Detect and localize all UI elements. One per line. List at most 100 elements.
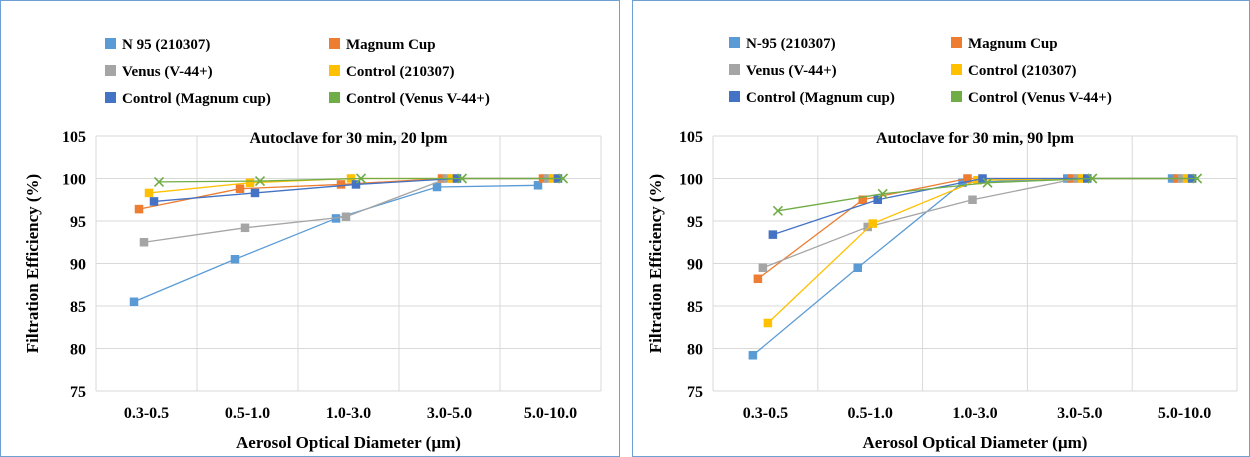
series-line — [133, 184, 539, 303]
data-point — [873, 195, 882, 204]
data-point — [254, 175, 266, 187]
data-point — [432, 182, 442, 192]
legend-label: N-95 (210307) — [746, 36, 836, 52]
chart-title: Autoclave for 30 min, 90 lpm — [876, 130, 1075, 147]
legend-item: Venus (V-44+) — [729, 63, 837, 79]
legend-label: Control (Magnum cup) — [122, 91, 271, 107]
chart-panel-right: 75 80 85 90 95 100 105 0.3-0.5 0.5-1.0 1.0-3.0 3.0… — [632, 0, 1250, 457]
data-point — [533, 181, 543, 190]
x-tick-label: 0.3-0.5 — [743, 405, 788, 422]
chart-title: Autoclave for 30 min, 20 lpm — [250, 130, 449, 147]
legend-swatch — [729, 37, 740, 48]
data-point — [853, 263, 862, 272]
legend-label: Control (Venus V-44+) — [346, 91, 490, 107]
data-point — [149, 197, 159, 206]
series-line — [772, 177, 1193, 236]
data-point — [858, 195, 867, 204]
data-point — [230, 255, 240, 264]
legend-label: Magnum Cup — [346, 37, 436, 53]
y-axis-label: Filtration Efficiency (%) — [646, 174, 665, 353]
data-point — [144, 188, 154, 198]
legend-label: N 95 (210307) — [122, 37, 210, 53]
legend-swatch — [329, 92, 340, 103]
legend-label: Control (210307) — [346, 64, 454, 80]
data-point — [240, 223, 250, 233]
y-tick-label: 100 — [62, 172, 86, 189]
series-line — [767, 177, 1188, 324]
data-point — [748, 351, 758, 360]
data-point — [129, 297, 139, 306]
y-tick-label: 90 — [70, 257, 86, 274]
data-point — [877, 188, 888, 199]
x-tick-label: 3.0-5.0 — [1057, 405, 1102, 422]
x-tick-label: 0.3-0.5 — [124, 405, 169, 422]
legend-item: Control (Magnum cup) — [105, 91, 271, 107]
y-tick-label: 85 — [70, 299, 86, 316]
y-tick-label: 80 — [70, 342, 86, 359]
y-tick-label: 105 — [62, 129, 86, 146]
x-tick-label: 5.0-10.0 — [1158, 405, 1211, 422]
data-point — [456, 173, 468, 184]
data-point — [250, 188, 260, 198]
legend-label: Venus (V-44+) — [122, 64, 213, 80]
y-tick-label: 105 — [679, 129, 703, 146]
data-point — [245, 178, 255, 187]
legend-item: Control (Venus V-44+) — [329, 91, 490, 107]
data-point — [235, 184, 245, 193]
x-axis-label: Aerosol Optical Diameter (µm) — [863, 433, 1088, 452]
data-point — [351, 180, 361, 189]
legend-swatch — [729, 64, 740, 75]
data-point — [336, 180, 346, 189]
data-point — [139, 238, 149, 247]
y-tick-label: 95 — [70, 214, 86, 231]
series-line — [762, 177, 1183, 269]
y-tick-label: 90 — [687, 257, 703, 274]
data-point — [341, 212, 351, 221]
legend-item: N 95 (210307) — [105, 37, 210, 53]
legend-swatch — [105, 38, 116, 49]
legend-item: Control (210307) — [329, 64, 454, 80]
y-axis-label: Filtration Efficiency (%) — [23, 174, 42, 353]
legend-item: Venus (V-44+) — [105, 64, 213, 80]
data-point — [968, 195, 977, 204]
data-point — [1087, 173, 1098, 184]
legend-swatch — [329, 65, 340, 76]
legend-swatch — [729, 91, 740, 102]
data-point — [153, 176, 165, 187]
x-tick-label: 0.5-1.0 — [848, 405, 893, 422]
data-point — [355, 173, 367, 184]
data-point — [772, 205, 783, 216]
legend-item: Control (Venus V-44+) — [951, 90, 1112, 106]
data-point — [978, 174, 987, 183]
legend-item: N-95 (210307) — [729, 36, 836, 52]
data-point — [868, 219, 877, 228]
x-tick-label: 1.0-3.0 — [326, 405, 371, 422]
legend-item: Control (210307) — [951, 63, 1076, 79]
data-point — [1192, 173, 1203, 184]
legend-swatch — [951, 64, 962, 75]
legend-item: Magnum Cup — [951, 36, 1058, 52]
y-tick-label: 75 — [70, 384, 86, 401]
data-point — [134, 204, 144, 214]
legend-swatch — [105, 92, 116, 103]
legend-label: Control (Magnum cup) — [746, 90, 895, 106]
x-tick-label: 0.5-1.0 — [225, 405, 270, 422]
data-point — [768, 230, 778, 239]
legend-label: Control (Venus V-44+) — [968, 90, 1112, 106]
y-tick-label: 100 — [679, 172, 703, 189]
series-line — [143, 177, 548, 243]
x-tick-label: 3.0-5.0 — [427, 405, 472, 422]
legend-swatch — [951, 37, 962, 48]
data-point — [763, 318, 773, 328]
y-tick-label: 80 — [687, 342, 703, 359]
chart-right: 75 80 85 90 95 100 105 0.3-0.5 0.5-1.0 1.0-3.0 3.0… — [646, 36, 1238, 452]
y-tick-label: 85 — [687, 299, 703, 316]
x-tick-label: 1.0-3.0 — [952, 405, 997, 422]
legend-swatch — [329, 38, 340, 49]
legend-label: Magnum Cup — [968, 36, 1058, 52]
data-point — [758, 263, 768, 272]
legend-item: Magnum Cup — [329, 37, 436, 53]
y-tick-label: 95 — [687, 214, 703, 231]
legend-swatch — [105, 65, 116, 76]
x-axis-label: Aerosol Optical Diameter (µm) — [236, 433, 461, 452]
